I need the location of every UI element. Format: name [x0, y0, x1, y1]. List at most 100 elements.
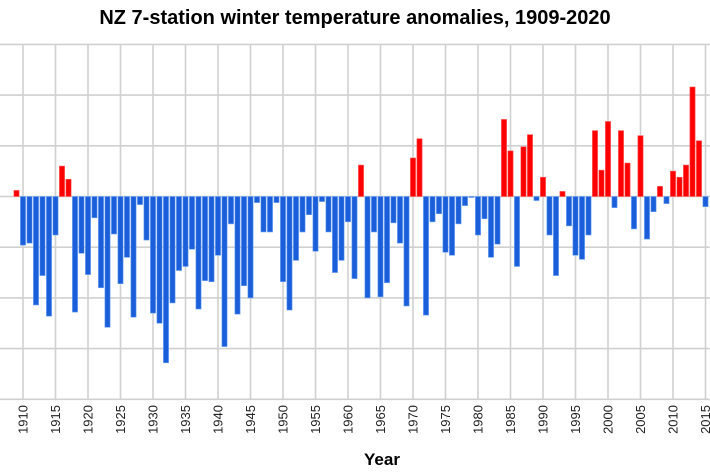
x-tick-label: 1965	[373, 405, 388, 434]
x-tick-label: 1930	[146, 405, 161, 434]
bar-1968	[397, 196, 403, 244]
bar-1984	[501, 119, 507, 197]
bar-1953	[299, 196, 306, 233]
bar-1935	[182, 196, 189, 267]
bar-2006	[644, 196, 650, 240]
bar-1919	[78, 196, 85, 254]
bar-1934	[176, 196, 182, 271]
bar-1929	[143, 196, 150, 241]
bar-1946	[254, 196, 260, 203]
bar-1915	[52, 196, 59, 236]
bar-1925	[117, 196, 124, 285]
x-tick-label: 1980	[471, 405, 486, 434]
bar-1992	[553, 196, 559, 276]
bar-2007	[650, 196, 657, 213]
bar-1926	[124, 196, 130, 258]
bar-1916	[59, 165, 65, 197]
bar-1923	[104, 196, 111, 328]
bar-1964	[371, 196, 377, 233]
bar-1958	[332, 196, 338, 273]
bar-1965	[377, 196, 384, 298]
bar-1994	[566, 196, 572, 227]
bar-2014	[696, 140, 702, 197]
x-tick-label: 1995	[568, 405, 583, 434]
bar-1989	[533, 196, 540, 201]
x-tick-label: 1945	[243, 405, 258, 434]
bar-1991	[546, 196, 553, 236]
x-tick-label: 2000	[601, 405, 616, 434]
bar-1996	[579, 196, 585, 260]
bar-2010	[670, 170, 676, 197]
bar-1980	[475, 196, 481, 236]
bar-1987	[520, 146, 527, 197]
bar-2009	[663, 196, 670, 204]
bar-2012	[683, 164, 689, 197]
bar-1998	[592, 130, 598, 197]
bar-1922	[98, 196, 104, 289]
bar-1913	[39, 196, 46, 276]
bar-1948	[267, 196, 273, 233]
bar-1955	[312, 196, 319, 252]
bar-1970	[410, 157, 416, 197]
x-tick-label: 1960	[341, 405, 356, 434]
bar-1917	[65, 178, 72, 197]
bar-1940	[215, 196, 221, 256]
x-tick-label: 1955	[308, 405, 323, 434]
bar-1956	[319, 196, 325, 202]
bar-1947	[260, 196, 267, 233]
bar-2015	[702, 196, 709, 207]
bar-1978	[462, 196, 468, 206]
bar-2000	[605, 121, 611, 197]
bar-2008	[657, 186, 663, 197]
bar-2013	[689, 86, 696, 197]
bar-1963	[364, 196, 371, 299]
x-tick-labels: 1910 1915 1920 1925 1930 1935 1940 1945 1950 1955…	[16, 405, 710, 434]
bar-1966	[384, 196, 390, 283]
bar-1979	[468, 196, 475, 198]
bar-1942	[228, 196, 234, 225]
bar-1936	[189, 196, 195, 250]
bar-2001	[611, 196, 618, 208]
bar-1930	[150, 196, 156, 314]
bar-1933	[169, 196, 176, 304]
x-tick-label: 1910	[16, 405, 31, 434]
bar-1949	[273, 196, 280, 203]
bar-1924	[111, 196, 117, 235]
bar-1931	[156, 196, 163, 324]
bar-1945	[247, 196, 254, 299]
bar-1911	[26, 196, 33, 244]
x-tick-label: 1985	[503, 405, 518, 434]
x-tick-label: 1970	[406, 405, 421, 434]
bar-1972	[423, 196, 429, 316]
bar-1967	[390, 196, 397, 224]
bar-1974	[436, 196, 442, 215]
bar-1971	[416, 138, 423, 197]
x-tick-label: 1925	[113, 405, 128, 434]
bar-1973	[429, 196, 436, 223]
x-tick-label: 1920	[81, 405, 96, 434]
bar-1990	[540, 176, 546, 197]
bar-1999	[598, 169, 605, 197]
bar-1943	[234, 196, 241, 315]
bar-1909	[13, 190, 20, 197]
bar-1993	[559, 191, 566, 197]
bar-1969	[403, 196, 410, 307]
bar-1997	[585, 196, 592, 236]
bar-1921	[91, 196, 98, 219]
bar-1988	[527, 134, 533, 197]
x-tick-label: 1975	[438, 405, 453, 434]
bar-1957	[325, 196, 332, 233]
bar-1961	[351, 196, 358, 279]
bar-2004	[631, 196, 637, 230]
x-axis-title: Year	[364, 450, 400, 469]
bar-1959	[338, 196, 345, 261]
bar-1995	[572, 196, 579, 256]
bar-1914	[46, 196, 52, 317]
bar-1975	[442, 196, 449, 253]
bar-1941	[221, 196, 228, 347]
bar-1981	[481, 196, 488, 220]
bar-1950	[280, 196, 286, 282]
bar-1937	[195, 196, 202, 310]
x-tick-label: 1915	[48, 405, 63, 434]
